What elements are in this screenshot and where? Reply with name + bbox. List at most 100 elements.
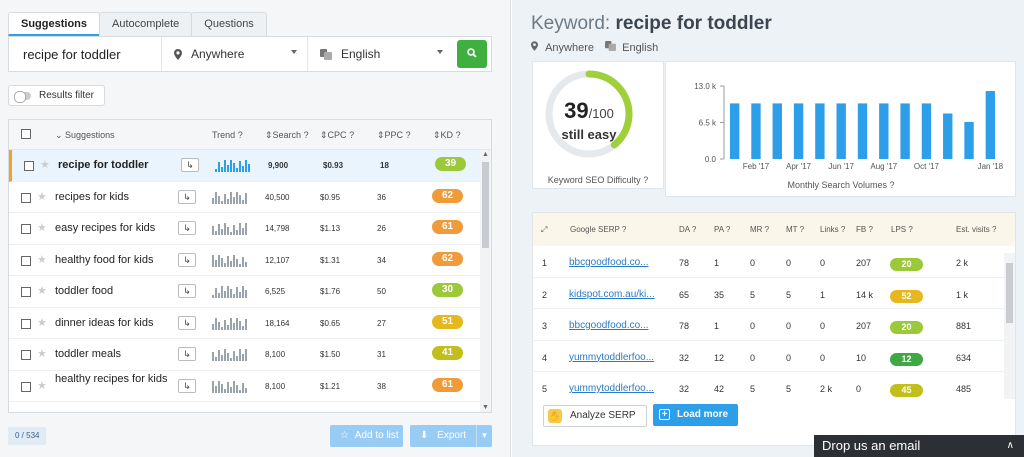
load-more-button[interactable]: + Load more <box>653 404 739 426</box>
chart-bar <box>985 91 996 159</box>
ppc-cell: 26 <box>377 224 386 233</box>
help-icon[interactable]: ? <box>643 175 649 185</box>
star-icon[interactable]: ★ <box>37 348 47 360</box>
insert-keyword-icon[interactable]: ↳ <box>178 284 196 298</box>
table-scrollbar[interactable]: ▲ ▼ <box>480 150 491 412</box>
table-row[interactable]: ★ toddler food ↳ 6,525 $1.76 50 30 <box>9 276 491 308</box>
row-checkbox[interactable] <box>21 224 31 234</box>
tab-questions[interactable]: Questions <box>191 12 267 36</box>
col-visits[interactable]: Est. visits ? <box>956 225 997 234</box>
star-icon[interactable]: ★ <box>40 159 50 171</box>
col-mt[interactable]: MT ? <box>786 225 805 234</box>
row-checkbox[interactable] <box>21 381 31 392</box>
serp-url-link[interactable]: yummytoddlerfoo... <box>569 351 655 363</box>
table-row[interactable]: ★ recipes for kids ↳ 40,500 $0.95 36 62 <box>9 182 491 213</box>
star-icon[interactable]: ★ <box>37 379 47 392</box>
star-icon[interactable]: ★ <box>37 222 47 234</box>
tab-suggestions[interactable]: Suggestions <box>8 12 101 36</box>
star-icon[interactable]: ★ <box>37 316 47 329</box>
results-filter-toggle[interactable]: Results filter <box>8 85 106 106</box>
table-row[interactable]: ★ easy recipes for kids ↳ 14,798 $1.13 2… <box>9 213 491 245</box>
chevron-down-icon[interactable]: ▼ <box>476 425 492 447</box>
select-all-checkbox[interactable] <box>21 129 31 139</box>
serp-scrollbar[interactable] <box>1004 253 1015 405</box>
table-row[interactable]: ★ healthy recipes for kids ↳ 8,100 $1.21… <box>9 371 491 402</box>
pa-cell: 42 <box>714 384 725 394</box>
row-checkbox[interactable] <box>21 350 31 360</box>
star-icon[interactable]: ★ <box>37 285 47 297</box>
insert-keyword-icon[interactable]: ↳ <box>178 252 196 267</box>
row-checkbox[interactable] <box>21 192 31 203</box>
insert-keyword-icon[interactable]: ↳ <box>181 158 199 172</box>
trend-sparkline <box>212 254 247 267</box>
ppc-cell: 18 <box>380 161 389 170</box>
keyword-cell[interactable]: healthy recipes for kids <box>55 372 168 385</box>
serp-url-link[interactable]: yummytoddlerfoo... <box>569 383 655 394</box>
page-title: Keyword: recipe for toddler <box>531 13 772 34</box>
insert-keyword-icon[interactable]: ↳ <box>178 221 196 235</box>
y-tick-label: 13.0 k <box>694 82 717 91</box>
col-suggestions[interactable]: ⌄ Suggestions <box>55 130 115 140</box>
star-icon: ☆ <box>340 430 349 441</box>
keyword-cell[interactable]: recipes for kids <box>55 190 129 203</box>
keyword-cell[interactable]: toddler food <box>55 285 114 297</box>
keyword-cell[interactable]: dinner ideas for kids <box>55 316 154 329</box>
kd-badge: 51 <box>432 314 463 329</box>
chart-bar <box>729 103 740 159</box>
keyword-input[interactable]: recipe for toddler <box>23 46 121 62</box>
location-select[interactable]: Anywhere <box>161 37 307 71</box>
table-row[interactable]: ★ dinner ideas for kids ↳ 18,164 $0.65 2… <box>9 308 491 339</box>
table-row[interactable]: ★ recipe for toddler ↳ 9,900 $0.93 18 39 <box>9 150 491 182</box>
row-checkbox[interactable] <box>24 161 34 171</box>
links-cell: 0 <box>820 258 826 268</box>
email-chat-widget[interactable]: Drop us an email ∧ <box>814 435 1024 457</box>
export-button[interactable]: ⬇ Export ▼ <box>410 425 492 447</box>
col-mr[interactable]: MR ? <box>750 225 770 234</box>
lps-badge: 45 <box>890 384 923 397</box>
row-checkbox[interactable] <box>21 255 31 266</box>
insert-keyword-icon[interactable]: ↳ <box>178 315 196 330</box>
table-row[interactable]: ★ healthy food for kids ↳ 12,107 $1.31 3… <box>9 245 491 276</box>
trend-sparkline <box>212 349 247 361</box>
serp-url-link[interactable]: bbcgoodfood.co... <box>569 320 649 331</box>
star-icon[interactable]: ★ <box>37 253 47 266</box>
keyword-cell[interactable]: recipe for toddler <box>58 159 149 171</box>
keyword-cell[interactable]: healthy food for kids <box>55 253 154 266</box>
col-trend[interactable]: Trend ? <box>212 130 243 140</box>
search-button[interactable] <box>457 40 487 68</box>
row-checkbox[interactable] <box>21 318 31 329</box>
scrollbar-thumb[interactable] <box>1006 263 1013 323</box>
help-icon[interactable]: ? <box>889 180 895 190</box>
tab-autocomplete[interactable]: Autocomplete <box>99 12 193 36</box>
insert-keyword-icon[interactable]: ↳ <box>178 189 196 204</box>
scroll-up-icon[interactable]: ▲ <box>482 151 489 158</box>
kd-badge: 62 <box>432 251 463 266</box>
col-da[interactable]: DA ? <box>679 225 697 234</box>
row-checkbox[interactable] <box>21 287 31 297</box>
add-to-list-button[interactable]: ☆ Add to list <box>330 425 403 447</box>
col-fb[interactable]: FB ? <box>856 225 873 234</box>
table-row[interactable]: ★ toddler meals ↳ 8,100 $1.50 31 41 <box>9 339 491 371</box>
col-search[interactable]: ⇕Search ? <box>265 130 309 140</box>
keyword-cell[interactable]: easy recipes for kids <box>55 222 156 234</box>
expand-icon[interactable]: ⤢ <box>541 225 548 234</box>
keyword-cell[interactable]: toddler meals <box>55 348 122 360</box>
analyze-serp-button[interactable]: ✋ Analyze SERP <box>543 405 647 427</box>
scroll-down-icon[interactable]: ▼ <box>482 404 489 411</box>
col-cpc[interactable]: ⇕CPC ? <box>320 130 355 140</box>
star-icon[interactable]: ★ <box>37 190 47 203</box>
language-icon <box>605 41 617 51</box>
serp-url-link[interactable]: kidspot.com.au/ki... <box>569 288 655 300</box>
col-links[interactable]: Links ? <box>820 225 846 234</box>
col-serp[interactable]: Google SERP ? <box>570 225 627 234</box>
col-pa[interactable]: PA ? <box>714 225 731 234</box>
col-ppc[interactable]: ⇕PPC ? <box>377 130 411 140</box>
insert-keyword-icon[interactable]: ↳ <box>178 347 196 361</box>
scrollbar-thumb[interactable] <box>482 162 489 248</box>
serp-url-link[interactable]: bbcgoodfood.co... <box>569 257 649 268</box>
col-kd[interactable]: ⇕KD ? <box>433 130 461 140</box>
mr-cell: 0 <box>750 258 756 268</box>
col-lps[interactable]: LPS ? <box>891 225 913 234</box>
language-select[interactable]: English <box>307 37 453 71</box>
insert-keyword-icon[interactable]: ↳ <box>178 378 196 393</box>
